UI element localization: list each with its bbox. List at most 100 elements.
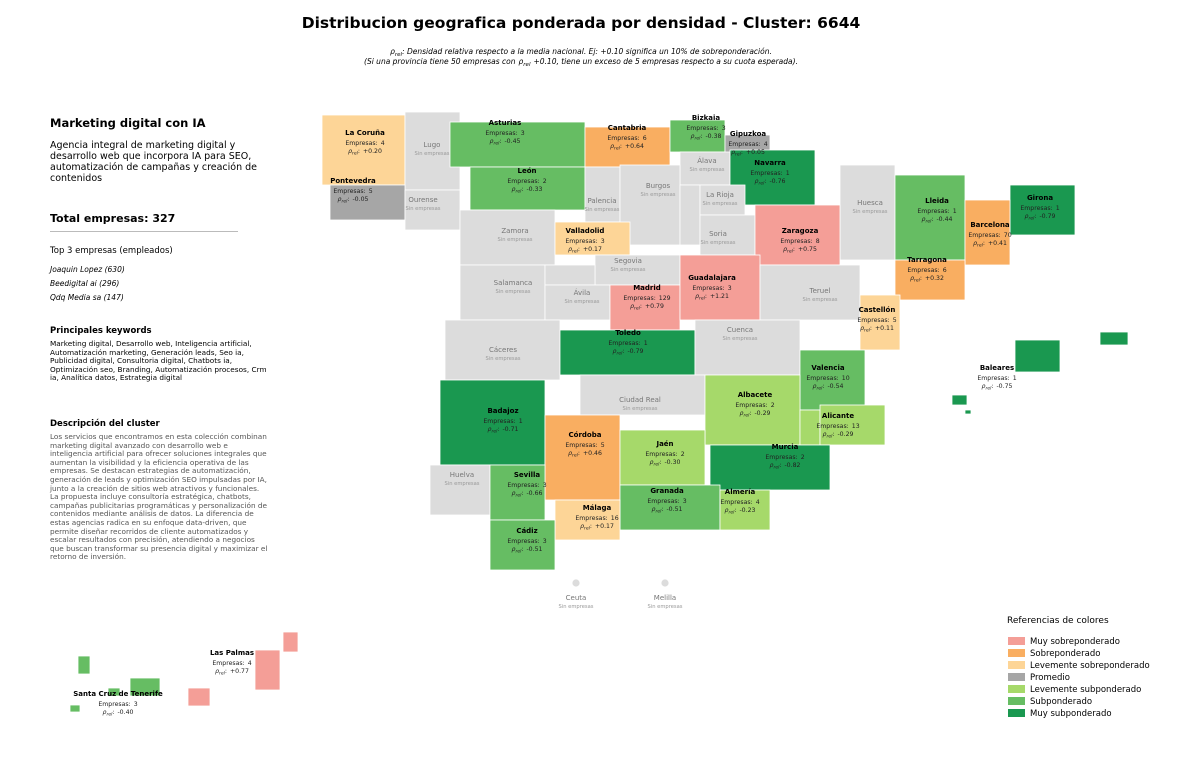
rho-line: ρrel: +0.75 bbox=[783, 246, 817, 255]
rho-colon: : bbox=[832, 431, 834, 438]
rho-colon: : bbox=[931, 216, 933, 223]
companies-line: Empresas: 2 bbox=[645, 451, 684, 458]
rho-value: -0.54 bbox=[827, 383, 843, 390]
legend-label: Muy sobreponderado bbox=[1030, 637, 1120, 647]
rho-symbol: ρ bbox=[695, 293, 699, 300]
province-name: Huelva bbox=[450, 471, 474, 479]
rho-symbol: ρ bbox=[348, 148, 352, 155]
companies-line: Empresas: 2 bbox=[765, 454, 804, 461]
rho-value: +0.20 bbox=[363, 148, 382, 155]
province-name: Granada bbox=[650, 487, 684, 495]
province-name: Pontevedra bbox=[330, 177, 376, 185]
companies-value: 4 bbox=[756, 499, 760, 506]
rho-colon: : bbox=[521, 546, 523, 553]
province-name: Alicante bbox=[822, 412, 854, 420]
rho-symbol: ρ bbox=[691, 133, 695, 140]
province-name: Sevilla bbox=[514, 471, 541, 479]
companies-line: Empresas: 5 bbox=[857, 317, 896, 324]
no-companies: Sin empresas bbox=[852, 209, 887, 215]
companies-label: Empresas: bbox=[806, 375, 838, 382]
companies-line: Empresas: 5 bbox=[333, 188, 372, 195]
rho-colon: : bbox=[700, 133, 702, 140]
rho-sub: rel bbox=[515, 493, 522, 499]
companies-line: Empresas: 10 bbox=[806, 375, 849, 382]
legend-label: Levemente sobreponderado bbox=[1030, 661, 1150, 671]
rho-colon: : bbox=[358, 148, 360, 155]
rho-value: +0.64 bbox=[625, 143, 644, 150]
companies-value: 16 bbox=[611, 515, 619, 522]
province-name: Málaga bbox=[583, 504, 612, 512]
rho-sub: rel bbox=[572, 453, 579, 459]
rho-line: ρrel: +0.20 bbox=[348, 148, 382, 157]
province-shape bbox=[894, 259, 966, 301]
rho-colon: : bbox=[578, 246, 580, 253]
rho-line: ρrel: -0.51 bbox=[512, 546, 543, 555]
province-name: Huesca bbox=[857, 199, 883, 207]
rho-sub: rel bbox=[634, 306, 641, 312]
rho-symbol: ρ bbox=[813, 383, 817, 390]
province-name: Salamanca bbox=[494, 279, 533, 287]
rho-line: ρrel: -0.29 bbox=[740, 410, 771, 419]
rho-symbol: ρ bbox=[580, 523, 584, 530]
rho-colon: : bbox=[578, 450, 580, 457]
rho-line: ρrel: -0.38 bbox=[691, 133, 722, 142]
rho-colon: : bbox=[620, 143, 622, 150]
companies-value: 1 bbox=[786, 170, 790, 177]
rho-symbol: ρ bbox=[215, 668, 219, 675]
province-name: Palencia bbox=[588, 197, 617, 205]
rho-colon: : bbox=[870, 325, 872, 332]
province-name: Córdoba bbox=[569, 431, 602, 439]
rho-symbol: ρ bbox=[512, 490, 516, 497]
province-name: Burgos bbox=[646, 182, 671, 190]
province-shape bbox=[699, 214, 756, 256]
companies-value: 4 bbox=[764, 141, 768, 148]
province-shape bbox=[951, 394, 968, 406]
rho-value: -0.23 bbox=[739, 507, 755, 514]
rho-line: ρrel: +0.32 bbox=[910, 275, 944, 284]
rho-value: +0.41 bbox=[988, 240, 1007, 247]
rho-sub: rel bbox=[584, 526, 591, 532]
province-shape bbox=[839, 164, 896, 261]
companies-label: Empresas: bbox=[333, 188, 365, 195]
rho-value: -0.71 bbox=[502, 426, 518, 433]
province-name: Castellón bbox=[859, 306, 896, 314]
rho-symbol: ρ bbox=[652, 506, 656, 513]
rho-value: +0.46 bbox=[583, 450, 602, 457]
rho-symbol: ρ bbox=[568, 246, 572, 253]
rho-line: ρrel: -0.51 bbox=[652, 506, 683, 515]
companies-value: 2 bbox=[543, 178, 547, 185]
rho-sub: rel bbox=[914, 278, 921, 284]
rho-colon: : bbox=[225, 668, 227, 675]
companies-label: Empresas: bbox=[765, 454, 797, 461]
province-shape bbox=[719, 489, 771, 531]
rho-line: ρrel: +0.17 bbox=[568, 246, 602, 255]
province-shape bbox=[129, 677, 161, 697]
no-companies: Sin empresas bbox=[485, 356, 520, 362]
companies-label: Empresas: bbox=[735, 402, 767, 409]
companies-value: 3 bbox=[134, 701, 138, 708]
map-title: Distribucion geografica ponderada por de… bbox=[302, 14, 861, 32]
rho-symbol: ρ bbox=[512, 546, 516, 553]
rho-line: ρrel: -0.75 bbox=[982, 383, 1013, 392]
rho-colon: : bbox=[705, 293, 707, 300]
legend-swatch bbox=[1008, 673, 1025, 681]
province-shape bbox=[799, 349, 866, 411]
cluster-name: Marketing digital con IA bbox=[50, 116, 206, 130]
companies-label: Empresas: bbox=[728, 141, 760, 148]
companies-value: 3 bbox=[728, 285, 732, 292]
companies-line: Empresas: 3 bbox=[686, 125, 725, 132]
province-name: Tarragona bbox=[907, 256, 947, 264]
rho-line: ρrel: -0.30 bbox=[650, 459, 681, 468]
companies-label: Empresas: bbox=[816, 423, 848, 430]
rho-symbol: ρ bbox=[922, 216, 926, 223]
companies-value: 129 bbox=[659, 295, 671, 302]
legend-label: Muy subponderado bbox=[1030, 709, 1112, 719]
province-shape bbox=[187, 687, 211, 707]
rho-line: ρrel: -0.05 bbox=[338, 196, 369, 205]
rho-value: -0.82 bbox=[784, 462, 800, 469]
rho-sub: rel bbox=[925, 219, 932, 225]
rho-symbol: ρ bbox=[610, 143, 614, 150]
companies-label: Empresas: bbox=[212, 660, 244, 667]
companies-label: Empresas: bbox=[780, 238, 812, 245]
